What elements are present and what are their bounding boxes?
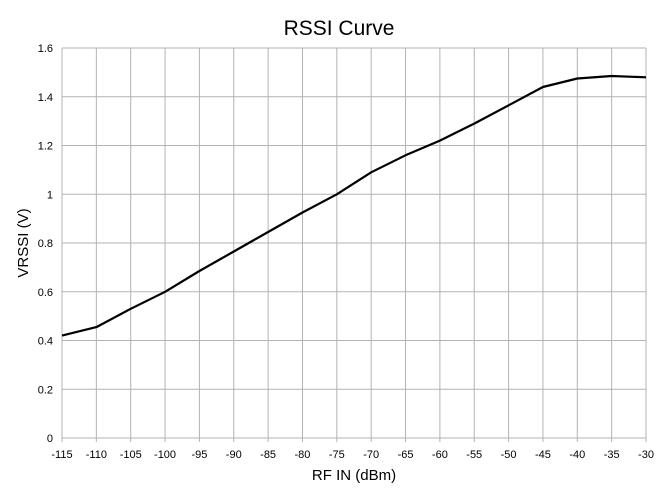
x-tick-label: -45	[535, 449, 551, 461]
y-tick-label: 1.6	[38, 43, 53, 55]
grid	[62, 48, 646, 442]
x-tick-label: -75	[329, 449, 345, 461]
x-tick-label: -65	[398, 449, 414, 461]
x-tick-label: -95	[191, 449, 207, 461]
x-tick-label: -100	[154, 449, 176, 461]
x-tick-label: -30	[638, 449, 654, 461]
y-axis-ticks: 0 0.2 0.4 0.6 0.8 1 1.2 1.4 1.6	[38, 43, 53, 445]
y-tick-label: 1	[47, 189, 53, 201]
y-tick-label: 0	[47, 433, 53, 445]
y-tick-label: 0.4	[38, 336, 53, 348]
y-tick-label: 0.8	[38, 238, 53, 250]
x-tick-label: -115	[51, 449, 72, 461]
y-axis-label: VRSSI (V)	[15, 208, 32, 277]
x-tick-label: -80	[295, 449, 311, 461]
x-tick-label: -90	[226, 449, 242, 461]
x-axis-ticks: -115 -110 -105 -100 -95 -90 -85 -80 -75 -70 -65 -60…	[51, 449, 654, 461]
chart-title: RSSI Curve	[284, 17, 395, 40]
x-tick-label: -105	[120, 449, 142, 461]
x-tick-label: -85	[260, 449, 276, 461]
x-tick-label: -35	[604, 449, 620, 461]
y-tick-label: 0.2	[38, 384, 53, 396]
y-tick-label: 0.6	[38, 287, 53, 299]
x-axis-label: RF IN (dBm)	[312, 467, 396, 484]
x-tick-label: -50	[501, 449, 517, 461]
x-tick-label: -40	[569, 449, 585, 461]
x-tick-label: -60	[432, 449, 448, 461]
series-lines	[62, 76, 646, 336]
y-tick-label: 1.4	[38, 92, 53, 104]
x-tick-label: -110	[86, 449, 107, 461]
y-tick-label: 1.2	[38, 141, 53, 153]
series-line-vrssi	[62, 76, 646, 336]
x-tick-label: -70	[363, 449, 379, 461]
x-tick-label: -55	[466, 449, 482, 461]
